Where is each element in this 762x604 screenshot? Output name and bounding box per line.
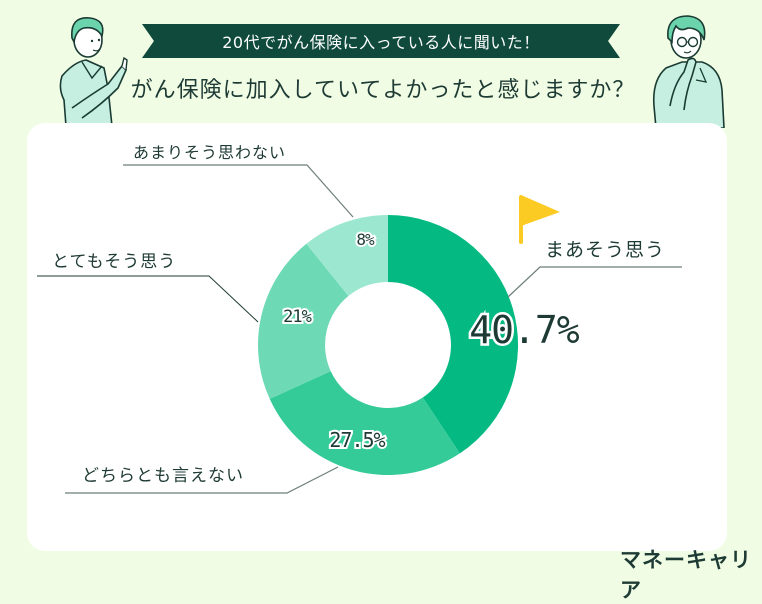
value-label-amari: 8%	[356, 230, 375, 249]
leader-line-totemo	[37, 275, 259, 323]
thinking-man-illustration	[652, 15, 725, 128]
category-label-totemo: とてもそう思う	[52, 252, 177, 272]
slice-amari-sou-omowanai	[306, 215, 388, 296]
category-label-amari: あまりそう思わない	[133, 143, 287, 162]
question-title: がん保険に加入していてよかったと感じますか？	[130, 78, 636, 103]
slice-dochira-tomo-ienai	[269, 371, 460, 476]
brand-logo: マネーキャリア	[620, 548, 752, 602]
leader-line-dochira	[65, 466, 339, 494]
leader-line-maa	[507, 266, 682, 298]
slice-totemo-sou-omou	[257, 243, 349, 399]
value-label-totemo: 21%	[283, 307, 311, 327]
category-label-maa: まあそう思う	[545, 239, 666, 261]
flag-icon	[519, 195, 560, 244]
banner-text: 20代でがん保険に入っている人に聞いた！	[222, 33, 540, 52]
value-label-dochira: 27.5%	[329, 428, 385, 452]
chart-card	[27, 123, 727, 551]
slice-maa-sou-omou	[388, 215, 519, 454]
header-banner: 20代でがん保険に入っている人に聞いた！	[142, 24, 620, 58]
value-label-maa: 40.7%	[469, 308, 580, 352]
donut-chart: 40.7% 27.5% 21% 8%	[37, 164, 682, 494]
leader-line-amari	[123, 164, 354, 218]
category-label-dochira: どちらとも言えない	[82, 466, 244, 486]
nurse-pointing-illustration	[59, 17, 128, 126]
